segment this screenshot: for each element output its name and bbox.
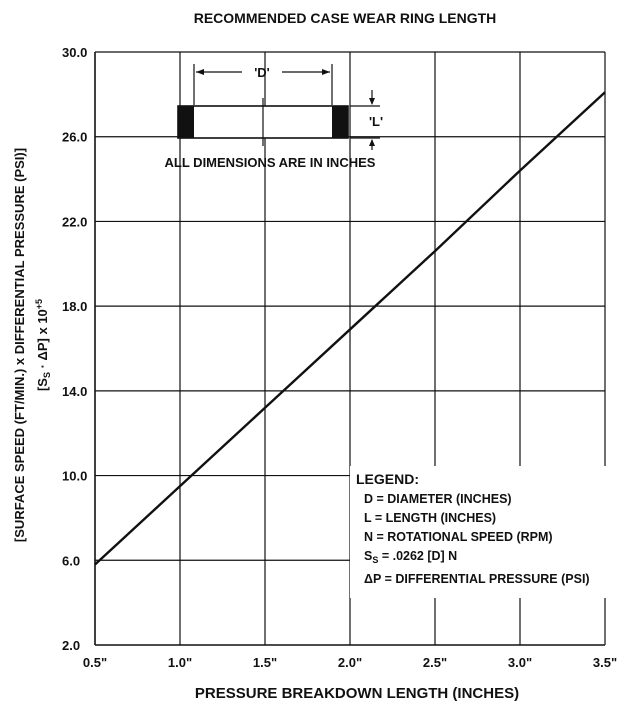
y-tick-label: 30.0 bbox=[62, 45, 87, 60]
legend-line-l: L = LENGTH (INCHES) bbox=[364, 511, 496, 525]
d-dim-arrow-left bbox=[196, 69, 204, 75]
d-dim-arrow-right bbox=[322, 69, 330, 75]
legend-line-n: N = ROTATIONAL SPEED (RPM) bbox=[364, 530, 553, 544]
y-tick-label: 10.0 bbox=[62, 469, 87, 484]
legend-line-d: D = DIAMETER (INCHES) bbox=[364, 492, 512, 506]
x-tick-label: 3.5" bbox=[593, 655, 617, 670]
wear-ring-inset: 'D' 'L' ALL DIMENSIONS ARE IN INCHES bbox=[165, 64, 383, 170]
y-tick-label: 6.0 bbox=[62, 553, 80, 568]
x-axis-label: PRESSURE BREAKDOWN LENGTH (INCHES) bbox=[195, 685, 519, 702]
legend-line-dp: ΔP = DIFFERENTIAL PRESSURE (PSI) bbox=[364, 572, 590, 586]
inset-note: ALL DIMENSIONS ARE IN INCHES bbox=[165, 155, 376, 170]
d-dim-label: 'D' bbox=[254, 65, 270, 80]
series-line bbox=[94, 91, 606, 566]
y-tick-label: 14.0 bbox=[62, 384, 87, 399]
chart-title: RECOMMENDED CASE WEAR RING LENGTH bbox=[194, 10, 497, 26]
y-tick-label: 26.0 bbox=[62, 130, 87, 145]
x-tick-label: 3.0" bbox=[508, 655, 532, 670]
l-dim-arrow-top bbox=[369, 98, 375, 105]
l-dim-label: 'L' bbox=[369, 114, 383, 129]
y-axis-label-line2: [SS · ΔP] x 10+5 bbox=[34, 299, 52, 391]
legend-background bbox=[350, 466, 610, 598]
y-tick-label: 2.0 bbox=[62, 638, 80, 653]
y-axis-label-line1: [SURFACE SPEED (FT/MIN.) x DIFFERENTIAL … bbox=[12, 148, 27, 542]
wear-ring-right-section bbox=[332, 106, 348, 138]
tick-layer: 2.0 6.0 10.0 14.0 18.0 22.0 26.0 30.0 0.5" 1.0" 1.… bbox=[62, 45, 617, 670]
l-dim-arrow-bottom bbox=[369, 139, 375, 146]
y-tick-label: 18.0 bbox=[62, 299, 87, 314]
x-tick-label: 2.0" bbox=[338, 655, 362, 670]
x-tick-label: 2.5" bbox=[423, 655, 447, 670]
x-tick-label: 1.5" bbox=[253, 655, 277, 670]
legend-line-ss: SS = .0262 [D] N bbox=[364, 549, 457, 565]
wear-ring-left-section bbox=[178, 106, 194, 138]
x-tick-label: 0.5" bbox=[83, 655, 107, 670]
x-tick-label: 1.0" bbox=[168, 655, 192, 670]
series-layer bbox=[94, 91, 606, 566]
y-tick-label: 22.0 bbox=[62, 214, 87, 229]
legend-title: LEGEND: bbox=[356, 471, 419, 487]
legend: LEGEND: D = DIAMETER (INCHES) L = LENGTH… bbox=[350, 466, 610, 598]
